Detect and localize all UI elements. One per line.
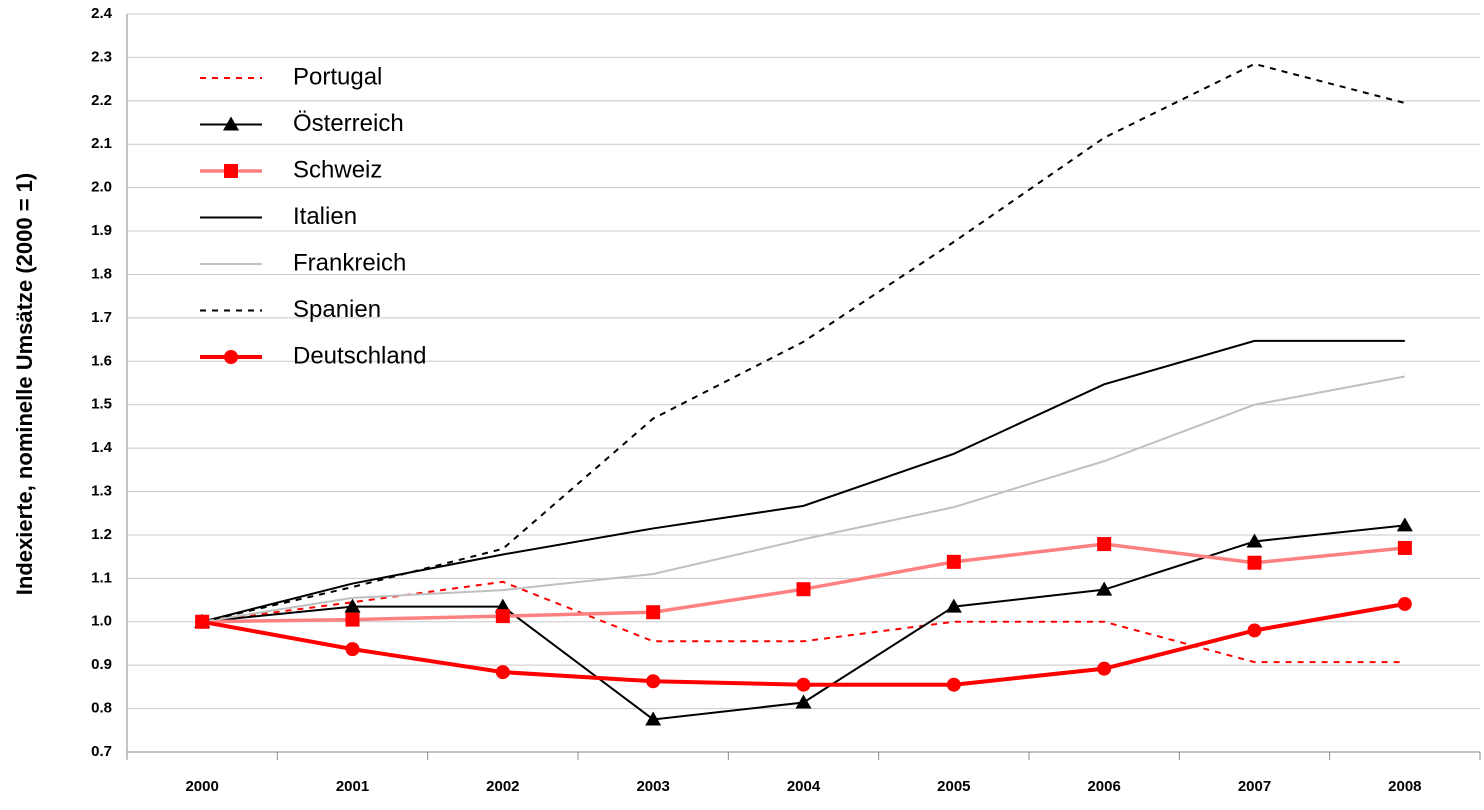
y-tick-label: 1.6	[91, 352, 112, 369]
legend-label: Frankreich	[293, 249, 406, 276]
point	[345, 612, 360, 627]
legend-label: Portugal	[293, 63, 382, 90]
legend-marker	[224, 164, 238, 178]
point	[495, 665, 510, 680]
series-line	[201, 62, 1406, 623]
y-tick-label: 2.2	[91, 92, 112, 109]
y-tick-label: 1.9	[91, 222, 112, 239]
x-tick-label: 2005	[937, 778, 970, 795]
legend-label: Spanien	[293, 296, 381, 323]
point	[796, 582, 811, 597]
y-tick-label: 1.8	[91, 265, 112, 282]
x-tick-label: 2008	[1388, 778, 1421, 795]
x-tick-label: 2004	[787, 778, 821, 795]
series-line	[202, 580, 1405, 664]
x-tick-label: 2006	[1087, 778, 1120, 795]
point	[1246, 533, 1263, 548]
legend-marker	[224, 350, 238, 364]
point	[946, 554, 961, 569]
legend-label: Deutschland	[293, 342, 426, 369]
x-tick-label: 2007	[1238, 778, 1271, 795]
point	[645, 711, 662, 726]
y-axis-label: Indexierte, nominelle Umsätze (2000 = 1)	[12, 173, 37, 595]
y-tick-label: 1.1	[91, 569, 112, 586]
legend-label: Italien	[293, 203, 357, 230]
y-tick-label: 0.9	[91, 656, 112, 673]
series-line	[201, 601, 1406, 687]
y-tick-label: 2.4	[91, 5, 113, 22]
y-tick-label: 1.7	[91, 309, 112, 326]
point	[945, 598, 962, 613]
y-tick-label: 1.0	[91, 613, 112, 630]
point	[795, 694, 812, 709]
y-tick-label: 1.2	[91, 526, 112, 543]
y-tick-label: 0.7	[91, 743, 112, 760]
point	[195, 614, 210, 629]
point	[494, 598, 511, 613]
point	[646, 605, 661, 620]
point	[796, 677, 811, 692]
point	[1397, 540, 1412, 555]
legend-label: Schweiz	[293, 156, 382, 183]
x-tick-label: 2000	[185, 778, 218, 795]
y-tick-label: 2.1	[91, 135, 112, 152]
point	[1247, 623, 1262, 638]
x-tick-label: 2002	[486, 778, 519, 795]
x-tick-label: 2003	[636, 778, 669, 795]
point	[1396, 517, 1413, 532]
point	[345, 642, 360, 657]
legend-label: Österreich	[293, 110, 404, 137]
y-tick-label: 2.0	[91, 179, 112, 196]
point	[646, 674, 661, 689]
point	[946, 677, 961, 692]
point	[1247, 555, 1262, 570]
point	[344, 598, 361, 613]
point	[1096, 581, 1113, 596]
point	[1397, 596, 1412, 611]
y-tick-label: 0.8	[91, 700, 112, 717]
legend-marker	[223, 116, 239, 131]
y-tick-label: 1.5	[91, 396, 112, 413]
point	[495, 609, 510, 624]
y-tick-label: 1.4	[91, 439, 113, 456]
y-tick-label: 2.3	[91, 48, 112, 65]
series-line	[202, 375, 1406, 623]
point	[1097, 661, 1112, 676]
point	[1097, 537, 1112, 552]
y-tick-label: 1.3	[91, 482, 112, 499]
x-tick-label: 2001	[336, 778, 369, 795]
